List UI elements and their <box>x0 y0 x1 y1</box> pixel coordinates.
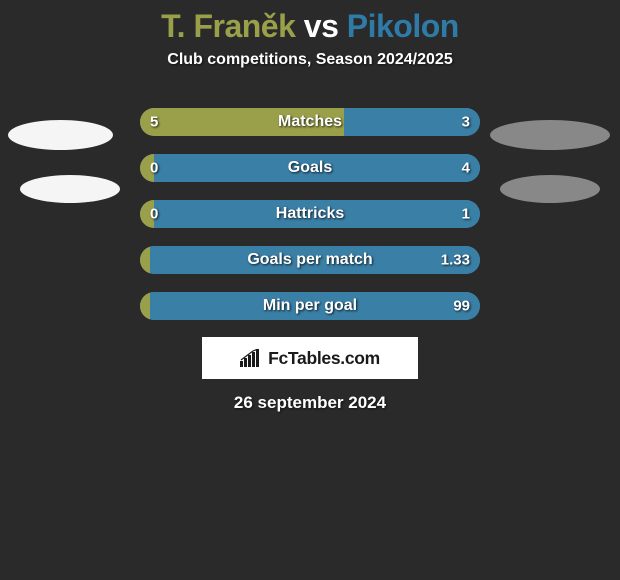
bar-chart-icon <box>240 349 262 367</box>
stat-value-left: 0 <box>150 206 158 223</box>
stat-label: Goals <box>288 159 332 177</box>
bar-fill-left <box>140 292 150 320</box>
club-badge-left-1 <box>8 120 113 150</box>
brand-box: FcTables.com <box>202 337 418 379</box>
date-line: 26 september 2024 <box>0 393 620 413</box>
club-badge-left-2 <box>20 175 120 203</box>
infographic-root: T. Franěk vs Pikolon Club competitions, … <box>0 0 620 413</box>
subtitle: Club competitions, Season 2024/2025 <box>0 51 620 69</box>
stat-value-right: 3 <box>462 114 470 131</box>
player2-name: Pikolon <box>347 8 459 44</box>
stat-label: Matches <box>278 113 342 131</box>
bar-fill-right <box>344 108 480 136</box>
stat-label: Min per goal <box>263 297 357 315</box>
stat-value-right: 1.33 <box>441 252 470 269</box>
stat-row: Goals per match 1.33 <box>0 243 620 277</box>
stat-label: Goals per match <box>247 251 372 269</box>
brand-text: FcTables.com <box>268 348 380 369</box>
stat-value-right: 1 <box>462 206 470 223</box>
stat-value-right: 4 <box>462 160 470 177</box>
bar-fill-left <box>140 246 150 274</box>
stat-row: Min per goal 99 <box>0 289 620 323</box>
stat-row: Hattricks 0 1 <box>0 197 620 231</box>
stat-value-left: 5 <box>150 114 158 131</box>
stat-value-left: 0 <box>150 160 158 177</box>
title: T. Franěk vs Pikolon <box>0 8 620 45</box>
stat-label: Hattricks <box>276 205 344 223</box>
club-badge-right-1 <box>490 120 610 150</box>
player1-name: T. Franěk <box>161 8 295 44</box>
chart-area: Matches 5 3 Goals 0 4 Hattricks 0 1 Goals per mat… <box>0 105 620 413</box>
stat-value-right: 99 <box>453 298 470 315</box>
club-badge-right-2 <box>500 175 600 203</box>
vs-text: vs <box>304 8 339 44</box>
